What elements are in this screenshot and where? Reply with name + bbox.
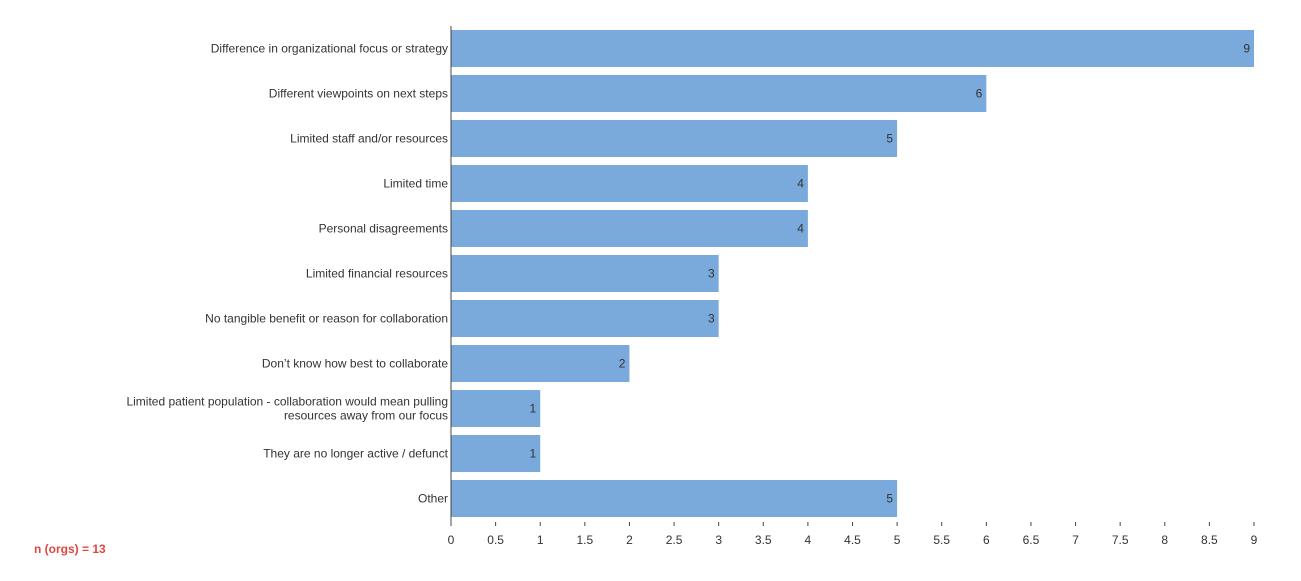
x-tick-label: 3: [715, 533, 722, 547]
x-axis-ticks: 0 0.5 1 1.5 2 2.5 3 3.5 4 4.5 5 5.5 6 6.5 7 7.5 8 8.5 9: [448, 522, 1258, 547]
bar: [451, 120, 898, 157]
bar-value-label: 6: [976, 87, 983, 101]
bar-value-label: 5: [886, 492, 893, 506]
bar-value-label: 3: [708, 267, 715, 281]
category-label: Limited financial resources: [306, 267, 448, 281]
x-tick-label: 0: [448, 533, 455, 547]
x-tick-label: 6.5: [1023, 533, 1040, 547]
bar: [451, 390, 541, 427]
bars-layer: 9 6 5 4 4 3 3 2 1 1 5: [451, 30, 1254, 517]
x-tick-label: 2.5: [666, 533, 683, 547]
bar: [451, 210, 808, 247]
bar: [451, 165, 808, 202]
category-label: Other: [418, 492, 448, 506]
x-tick-label: 4.5: [844, 533, 861, 547]
category-label: Difference in organizational focus or st…: [211, 42, 448, 56]
category-label: Limited patient population - collaborati…: [126, 395, 448, 423]
bar: [451, 75, 987, 112]
bar: [451, 480, 898, 517]
bar: [451, 345, 630, 382]
bar: [451, 300, 719, 337]
x-tick-label: 9: [1251, 533, 1258, 547]
category-label: Limited time: [383, 177, 448, 191]
category-label: Different viewpoints on next steps: [269, 87, 448, 101]
bar-value-label: 5: [886, 132, 893, 146]
bar: [451, 30, 1254, 67]
x-tick-label: 8.5: [1201, 533, 1218, 547]
category-label: They are no longer active / defunct: [263, 447, 448, 461]
x-tick-label: 5: [894, 533, 901, 547]
x-tick-label: 4: [805, 533, 812, 547]
category-label: Personal disagreements: [319, 222, 448, 236]
x-tick-label: 7: [1072, 533, 1079, 547]
x-tick-label: 8: [1161, 533, 1168, 547]
bar-value-label: 9: [1243, 42, 1250, 56]
bar-value-label: 4: [797, 222, 804, 236]
bar-value-label: 2: [619, 357, 626, 371]
x-tick-label: 7.5: [1112, 533, 1129, 547]
category-label: Don’t know how best to collaborate: [262, 357, 448, 371]
x-tick-label: 2: [626, 533, 633, 547]
x-tick-label: 3.5: [755, 533, 772, 547]
category-labels: Difference in organizational focus or st…: [126, 42, 448, 506]
bar-value-label: 4: [797, 177, 804, 191]
bar: [451, 255, 719, 292]
bar: [451, 435, 541, 472]
sample-size-note: n (orgs) = 13: [34, 542, 106, 556]
x-tick-label: 6: [983, 533, 990, 547]
bar-value-label: 1: [530, 447, 537, 461]
category-label: Limited staff and/or resources: [290, 132, 448, 146]
x-tick-label: 5.5: [933, 533, 950, 547]
x-tick-label: 0.5: [487, 533, 504, 547]
category-label: No tangible benefit or reason for collab…: [205, 312, 448, 326]
bar-value-label: 3: [708, 312, 715, 326]
x-tick-label: 1.5: [576, 533, 593, 547]
x-tick-label: 1: [537, 533, 544, 547]
bar-value-label: 1: [530, 402, 537, 416]
